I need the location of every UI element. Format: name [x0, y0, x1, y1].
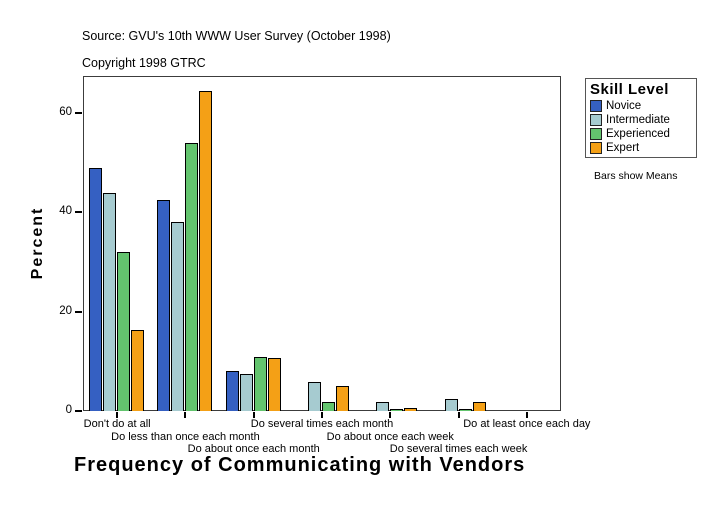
- x-axis-category-label: Do at least once each day: [463, 418, 591, 430]
- legend-item-label: Experienced: [606, 128, 670, 140]
- legend-swatch-expert: [590, 142, 602, 154]
- y-axis-tick: [75, 112, 82, 115]
- source-text: Source: GVU's 10th WWW User Survey (Octo…: [82, 29, 391, 43]
- bar-intermediate: [308, 382, 321, 411]
- bar-experienced: [185, 143, 198, 411]
- legend-item-label: Novice: [606, 100, 642, 112]
- legend-swatch-novice: [590, 100, 602, 112]
- legend-swatch-experienced: [590, 128, 602, 140]
- x-axis-category-label: Do several times each month: [250, 418, 394, 430]
- legend-note: Bars show Means: [594, 170, 678, 182]
- x-axis-category-label: Do less than once each month: [111, 430, 260, 443]
- y-axis-tick: [75, 310, 82, 313]
- bar-experienced: [459, 409, 472, 411]
- legend-item-label: Intermediate: [606, 114, 670, 126]
- bar-intermediate: [240, 374, 253, 411]
- x-axis-tick: [389, 412, 392, 418]
- x-axis-tick: [457, 412, 460, 418]
- x-axis-tick: [116, 412, 119, 418]
- legend-item-experienced: Experienced: [590, 127, 692, 141]
- y-axis-tick-label: 40: [59, 205, 72, 218]
- bar-experienced: [254, 357, 267, 411]
- x-axis-category-label: Do about once each week: [326, 430, 454, 443]
- legend-swatch-intermediate: [590, 114, 602, 126]
- y-axis-tick-label: 60: [59, 106, 72, 119]
- bar-experienced: [390, 409, 403, 411]
- bar-expert: [131, 330, 144, 411]
- x-axis-tick: [321, 412, 323, 418]
- legend-box: Skill Level Novice Intermediate Experience…: [585, 78, 697, 158]
- y-axis-tick-label: 0: [65, 404, 72, 416]
- bar-expert: [404, 408, 417, 411]
- bar-experienced: [322, 402, 335, 411]
- legend-items: Novice Intermediate Experienced Expert: [590, 99, 692, 155]
- bar-expert: [336, 386, 349, 411]
- x-axis-tick: [525, 412, 528, 418]
- bar-intermediate: [103, 193, 116, 411]
- copyright-text: Copyright 1998 GTRC: [82, 56, 206, 70]
- bar-expert: [199, 91, 212, 411]
- bar-novice: [157, 200, 170, 411]
- x-axis-category-label: Don't do at all: [83, 418, 151, 430]
- bar-expert: [268, 358, 281, 411]
- x-axis-category-label: Do about once each month: [187, 443, 320, 455]
- x-axis-category-label: Do several times each week: [389, 443, 528, 455]
- bar-expert: [473, 402, 486, 411]
- y-axis-label: Percent: [29, 206, 46, 280]
- bar-novice: [89, 168, 102, 411]
- x-axis-tick: [184, 412, 187, 418]
- y-axis-tick-label: 20: [59, 304, 72, 317]
- legend-item-novice: Novice: [590, 99, 692, 113]
- legend-item-intermediate: Intermediate: [590, 113, 692, 127]
- legend-item-expert: Expert: [590, 141, 692, 155]
- bar-experienced: [117, 252, 130, 411]
- x-axis-tick: [252, 412, 255, 418]
- legend-title: Skill Level: [590, 81, 669, 98]
- y-axis-tick: [75, 211, 82, 214]
- bar-novice: [226, 371, 239, 411]
- bar-intermediate: [445, 399, 458, 411]
- chart-title: Frequency of Communicating with Vendors: [74, 454, 526, 476]
- bar-intermediate: [171, 222, 184, 411]
- y-axis-tick: [75, 410, 82, 412]
- plot-area: [83, 76, 561, 411]
- bar-intermediate: [376, 402, 389, 411]
- legend-item-label: Expert: [606, 142, 640, 154]
